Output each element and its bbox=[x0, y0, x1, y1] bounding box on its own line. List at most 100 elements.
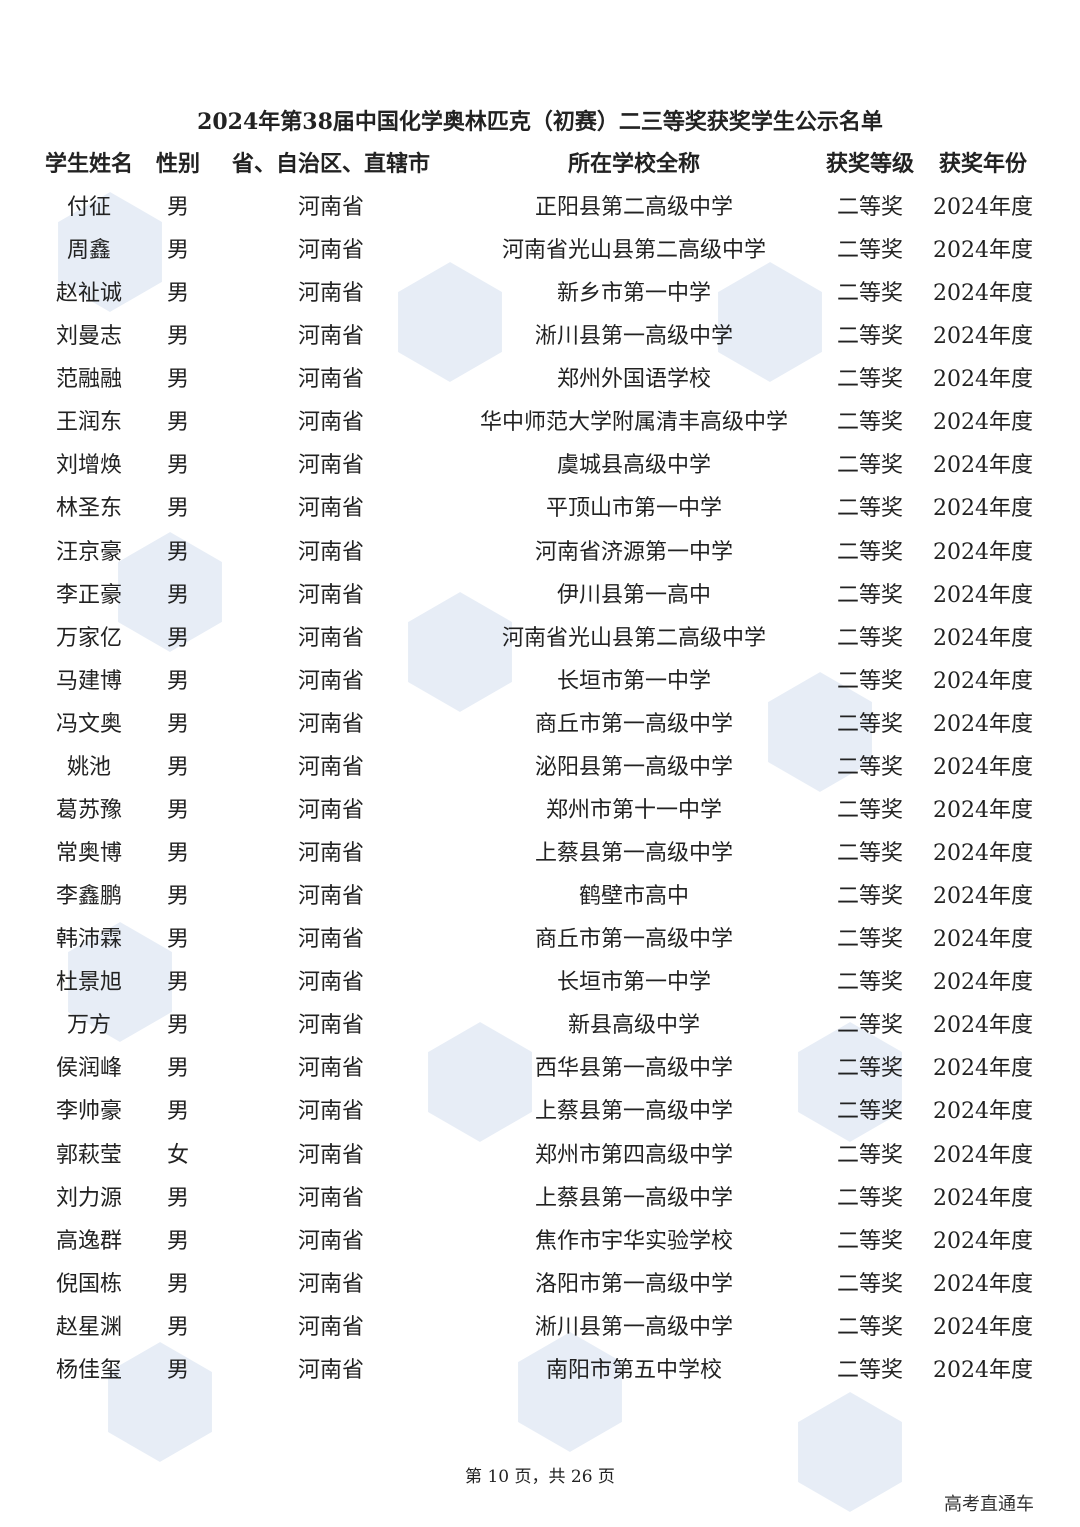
school: 上蔡县第一高级中学 bbox=[534, 1099, 734, 1125]
gender: 男 bbox=[166, 1228, 190, 1254]
school: 新县高级中学 bbox=[567, 1013, 701, 1039]
table-row: 汪京豪 男 河南省 河南省济源第一中学 二等奖 2024年度 bbox=[0, 533, 1080, 573]
school: 淅川县第一高级中学 bbox=[534, 324, 734, 350]
award-year: 2024年度 bbox=[933, 539, 1033, 565]
province: 河南省 bbox=[297, 582, 365, 608]
award-year: 2024年度 bbox=[933, 841, 1033, 867]
table-row: 付征 男 河南省 正阳县第二高级中学 二等奖 2024年度 bbox=[0, 188, 1080, 228]
table-row: 王润东 男 河南省 华中师范大学附属清丰高级中学 二等奖 2024年度 bbox=[0, 403, 1080, 443]
award-year: 2024年度 bbox=[933, 1056, 1033, 1082]
award-level: 二等奖 bbox=[836, 927, 904, 953]
province: 河南省 bbox=[297, 668, 365, 694]
table-row: 李帅豪 男 河南省 上蔡县第一高级中学 二等奖 2024年度 bbox=[0, 1092, 1080, 1132]
student-name: 姚池 bbox=[66, 754, 112, 780]
student-name: 高逸群 bbox=[55, 1228, 123, 1254]
table-row: 万家亿 男 河南省 河南省光山县第二高级中学 二等奖 2024年度 bbox=[0, 619, 1080, 659]
student-name: 付征 bbox=[66, 195, 112, 220]
table-header: 学生姓名 性别 省、自治区、直辖市 所在学校全称 获奖等级 获奖年份 bbox=[0, 145, 1080, 185]
table-row: 万方 男 河南省 新县高级中学 二等奖 2024年度 bbox=[0, 1006, 1080, 1046]
student-name: 葛苏豫 bbox=[55, 797, 123, 823]
table-row: 周鑫 男 河南省 河南省光山县第二高级中学 二等奖 2024年度 bbox=[0, 231, 1080, 271]
school: 长垣市第一中学 bbox=[556, 668, 712, 694]
student-name: 万家亿 bbox=[55, 625, 123, 651]
province: 河南省 bbox=[297, 841, 365, 867]
province: 河南省 bbox=[297, 970, 365, 996]
award-level: 二等奖 bbox=[836, 539, 904, 565]
student-name: 范融融 bbox=[55, 367, 123, 393]
award-level: 二等奖 bbox=[836, 1228, 904, 1254]
column-header-year: 获奖年份 bbox=[938, 152, 1028, 177]
award-level: 二等奖 bbox=[836, 1357, 904, 1383]
award-level: 二等奖 bbox=[836, 711, 904, 737]
school: 华中师范大学附属清丰高级中学 bbox=[479, 410, 789, 436]
student-name: 汪京豪 bbox=[55, 539, 123, 565]
student-name: 万方 bbox=[66, 1013, 112, 1039]
student-name: 李鑫鹏 bbox=[55, 884, 123, 910]
school: 郑州外国语学校 bbox=[556, 367, 712, 393]
award-year: 2024年度 bbox=[933, 1314, 1033, 1340]
gender: 男 bbox=[166, 496, 190, 522]
province: 河南省 bbox=[297, 1228, 365, 1254]
award-level: 二等奖 bbox=[836, 410, 904, 436]
table-row: 李鑫鹏 男 河南省 鹤壁市高中 二等奖 2024年度 bbox=[0, 877, 1080, 917]
table-row: 郭萩莹 女 河南省 郑州市第四高级中学 二等奖 2024年度 bbox=[0, 1136, 1080, 1176]
table-row: 高逸群 男 河南省 焦作市宇华实验学校 二等奖 2024年度 bbox=[0, 1222, 1080, 1262]
gender: 男 bbox=[166, 238, 190, 264]
student-name: 赵祉诚 bbox=[55, 281, 123, 307]
gender: 男 bbox=[166, 797, 190, 823]
award-level: 二等奖 bbox=[836, 884, 904, 910]
award-year: 2024年度 bbox=[933, 927, 1033, 953]
column-header-gender: 性别 bbox=[155, 152, 201, 177]
award-year: 2024年度 bbox=[933, 754, 1033, 780]
gender: 男 bbox=[166, 970, 190, 996]
school: 上蔡县第一高级中学 bbox=[534, 841, 734, 867]
province: 河南省 bbox=[297, 1056, 365, 1082]
table-row: 赵祉诚 男 河南省 新乡市第一中学 二等奖 2024年度 bbox=[0, 274, 1080, 314]
source-brand: 高考直通车 bbox=[944, 1494, 1034, 1515]
table-row: 李正豪 男 河南省 伊川县第一高中 二等奖 2024年度 bbox=[0, 576, 1080, 616]
province: 河南省 bbox=[297, 927, 365, 953]
school: 泌阳县第一高级中学 bbox=[534, 754, 734, 780]
gender: 男 bbox=[166, 1185, 190, 1211]
table-row: 林圣东 男 河南省 平顶山市第一中学 二等奖 2024年度 bbox=[0, 489, 1080, 529]
award-level: 二等奖 bbox=[836, 582, 904, 608]
school: 焦作市宇华实验学校 bbox=[534, 1228, 734, 1254]
award-level: 二等奖 bbox=[836, 1013, 904, 1039]
province: 河南省 bbox=[297, 1142, 365, 1168]
province: 河南省 bbox=[297, 453, 365, 479]
province: 河南省 bbox=[297, 281, 365, 307]
award-year: 2024年度 bbox=[933, 1185, 1033, 1211]
province: 河南省 bbox=[297, 1314, 365, 1340]
column-header-award: 获奖等级 bbox=[825, 152, 915, 177]
school: 郑州市第四高级中学 bbox=[534, 1142, 734, 1168]
table-row: 刘增焕 男 河南省 虞城县高级中学 二等奖 2024年度 bbox=[0, 446, 1080, 486]
student-name: 杜景旭 bbox=[55, 970, 123, 996]
gender: 男 bbox=[166, 1357, 190, 1383]
award-level: 二等奖 bbox=[836, 1142, 904, 1168]
student-name: 王润东 bbox=[55, 410, 123, 436]
student-name: 马建博 bbox=[55, 668, 123, 694]
column-header-school: 所在学校全称 bbox=[567, 152, 701, 177]
student-name: 刘增焕 bbox=[55, 453, 123, 479]
award-level: 二等奖 bbox=[836, 453, 904, 479]
table-row: 姚池 男 河南省 泌阳县第一高级中学 二等奖 2024年度 bbox=[0, 748, 1080, 788]
school: 河南省光山县第二高级中学 bbox=[501, 625, 767, 651]
gender: 男 bbox=[166, 582, 190, 608]
table-row: 杨佳玺 男 河南省 南阳市第五中学校 二等奖 2024年度 bbox=[0, 1351, 1080, 1391]
award-level: 二等奖 bbox=[836, 324, 904, 350]
gender: 女 bbox=[166, 1142, 190, 1168]
student-name: 刘力源 bbox=[55, 1185, 123, 1211]
province: 河南省 bbox=[297, 754, 365, 780]
ccs-logo-watermark bbox=[772, 1377, 928, 1527]
province: 河南省 bbox=[297, 797, 365, 823]
gender: 男 bbox=[166, 668, 190, 694]
school: 河南省济源第一中学 bbox=[534, 539, 734, 565]
province: 河南省 bbox=[297, 1099, 365, 1125]
province: 河南省 bbox=[297, 367, 365, 393]
table-row: 侯润峰 男 河南省 西华县第一高级中学 二等奖 2024年度 bbox=[0, 1049, 1080, 1089]
school: 淅川县第一高级中学 bbox=[534, 1314, 734, 1340]
table-row: 韩沛霖 男 河南省 商丘市第一高级中学 二等奖 2024年度 bbox=[0, 920, 1080, 960]
school: 长垣市第一中学 bbox=[556, 970, 712, 996]
award-level: 二等奖 bbox=[836, 754, 904, 780]
school: 上蔡县第一高级中学 bbox=[534, 1185, 734, 1211]
